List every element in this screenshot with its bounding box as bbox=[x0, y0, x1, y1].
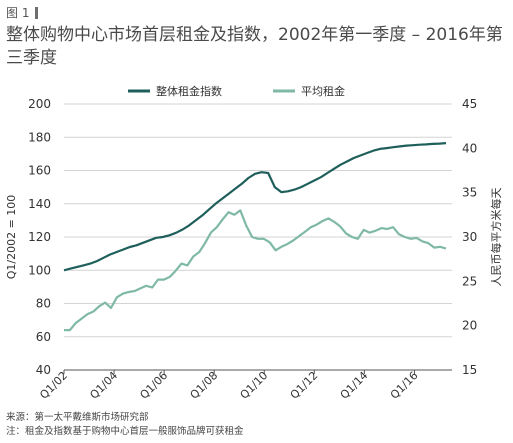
chart-footer: 来源：第一太平戴维斯市场研究部 注：租金及指数基于购物中心首层一般服饰品牌可获租… bbox=[6, 411, 244, 439]
figure-label: 图 1 bbox=[6, 4, 39, 21]
y-tick-label-160: 160 bbox=[28, 164, 51, 178]
x-tick-label-Q1/04: Q1/04 bbox=[87, 369, 120, 402]
y2-tick-label-40: 40 bbox=[462, 141, 477, 155]
figure-label-text: 图 1 bbox=[6, 6, 30, 20]
y-tick-label-140: 140 bbox=[28, 197, 51, 211]
rent-note: 注：租金及指数基于购物中心首层一般服饰品牌可获租金 bbox=[6, 426, 244, 437]
x-tick-label-Q1/10: Q1/10 bbox=[238, 369, 271, 402]
y-tick-label-80: 80 bbox=[36, 297, 51, 311]
legend-label-index: 整体租金指数 bbox=[156, 84, 222, 98]
y-tick-label-100: 100 bbox=[28, 263, 51, 277]
y2-tick-label-15: 15 bbox=[462, 363, 477, 377]
figure-label-bar bbox=[35, 6, 39, 19]
y2-tick-label-25: 25 bbox=[462, 274, 477, 288]
y-tick-label-60: 60 bbox=[36, 330, 51, 344]
x-tick-label-Q1/08: Q1/08 bbox=[188, 369, 221, 402]
y2-axis-label: 人民币每平方米每天 bbox=[489, 188, 503, 287]
x-tick-label-Q1/06: Q1/06 bbox=[137, 369, 170, 402]
legend-label-rent: 平均租金 bbox=[301, 84, 345, 98]
y2-tick-label-20: 20 bbox=[462, 319, 477, 333]
y-tick-label-200: 200 bbox=[28, 97, 51, 111]
x-tick-label-Q1/12: Q1/12 bbox=[288, 369, 321, 402]
source-note: 来源：第一太平戴维斯市场研究部 bbox=[6, 412, 149, 423]
x-tick-label-Q1/16: Q1/16 bbox=[388, 369, 421, 402]
y-tick-label-120: 120 bbox=[28, 230, 51, 244]
y-tick-label-180: 180 bbox=[28, 130, 51, 144]
y2-tick-label-35: 35 bbox=[462, 186, 477, 200]
y-axis-label: Q1/2002 = 100 bbox=[5, 195, 18, 280]
y2-tick-label-45: 45 bbox=[462, 97, 477, 111]
y2-tick-label-30: 30 bbox=[462, 230, 477, 244]
x-tick-label-Q1/14: Q1/14 bbox=[338, 369, 371, 402]
y-tick-label-40: 40 bbox=[36, 363, 51, 377]
series-line-index bbox=[63, 142, 447, 272]
series-line-rent bbox=[64, 209, 447, 332]
chart-title: 整体购物中心市场首层租金及指数，2002年第一季度 – 2016年第三季度 bbox=[6, 25, 503, 68]
